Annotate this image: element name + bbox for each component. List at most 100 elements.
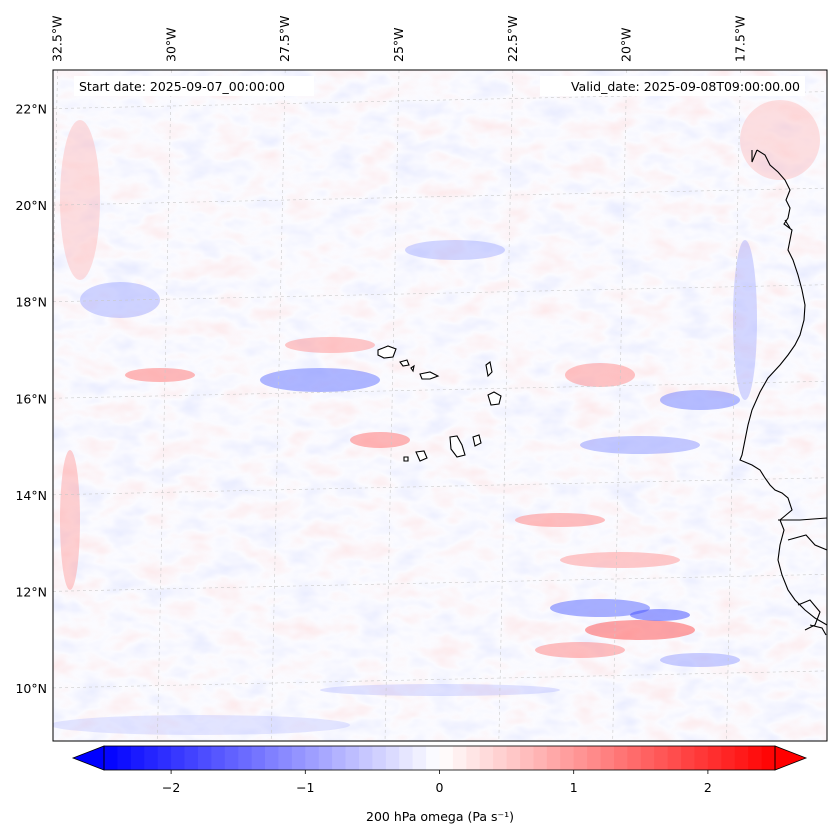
colorbar-tick-label: −1 (296, 780, 314, 795)
map-frame (52, 69, 828, 742)
colorbar-segment (104, 746, 118, 770)
map-plot-area: Start date: 2025-09-07_00:00:00 Valid_da… (53, 70, 827, 741)
start-date-backdrop (74, 76, 314, 96)
colorbar-segment (748, 746, 762, 770)
colorbar-segment (506, 746, 521, 770)
lon-tick-label: 22.5°W (505, 16, 520, 62)
colorbar: −2 −1 0 1 2 200 hPa omega (Pa s⁻¹) (71, 745, 808, 824)
lon-tick-label: 20°W (619, 27, 634, 62)
gridline-lon-3 (384, 70, 400, 741)
valid-date-label: Valid_date: 2025-09-08T09:00:00.00 (571, 79, 800, 94)
gridline-lon-4 (498, 70, 514, 741)
colorbar-segment (318, 746, 333, 770)
colorbar-segment (479, 746, 494, 770)
lon-tick-label: 25°W (391, 27, 406, 62)
island-sao-vicente (399, 359, 410, 367)
lat-tick-label: 14°N (15, 488, 47, 503)
african-coastline (739, 149, 827, 626)
colorbar-segment (426, 746, 440, 770)
colorbar-ticks: −2 −1 0 1 2 (162, 770, 712, 795)
island-sao-nicolau (419, 371, 440, 380)
lon-tick-label: 30°W (163, 27, 178, 62)
colorbar-segment (358, 746, 373, 770)
lat-tick-label: 22°N (15, 102, 47, 117)
colorbar-segment (546, 746, 561, 770)
start-date-label: Start date: 2025-09-07_00:00:00 (79, 79, 285, 94)
colorbar-segment (694, 746, 709, 770)
colorbar-segment (211, 746, 226, 770)
island-santiago (449, 435, 466, 458)
colorbar-segment (734, 746, 749, 770)
island-santo-antao (377, 345, 397, 359)
colorbar-segment (291, 746, 306, 770)
lon-tick-label: 17.5°W (732, 16, 747, 62)
cape-verde-islands (377, 345, 502, 462)
colorbar-segment (627, 746, 642, 770)
lat-tick-label: 18°N (15, 295, 47, 310)
colorbar-segment (613, 746, 628, 770)
colorbar-segment (533, 746, 548, 770)
colorbar-segment (117, 746, 132, 770)
colorbar-segment (681, 746, 695, 770)
colorbar-segment (654, 746, 669, 770)
colorbar-segment (144, 746, 159, 770)
colorbar-segment (493, 746, 507, 770)
colorbar-tick-label: −2 (162, 780, 180, 795)
colorbar-extend-high (774, 745, 808, 771)
colorbar-segment (224, 746, 239, 770)
colorbar-segment (560, 746, 575, 770)
colorbar-segment (452, 746, 467, 770)
colorbar-segment (466, 746, 481, 770)
colorbar-segment (345, 746, 360, 770)
colorbar-segment (573, 746, 588, 770)
gridline-lon-1 (157, 70, 172, 741)
colorbar-segment (587, 746, 601, 770)
island-boa-vista (487, 391, 502, 406)
gridline-lon-2 (270, 70, 286, 741)
lat-tick-label: 20°N (15, 198, 47, 213)
colorbar-segment (157, 746, 172, 770)
gridline-lon-5 (612, 70, 627, 741)
colorbar-segment (184, 746, 199, 770)
coastlines (739, 149, 827, 636)
lon-tick-labels: 32.5°W 30°W 27.5°W 25°W 22.5°W 20°W 17.5°W (50, 16, 748, 62)
island-brava (403, 456, 409, 462)
lon-tick-label: 27.5°W (277, 16, 292, 62)
colorbar-segment (439, 746, 454, 770)
colorbar-segment (600, 746, 615, 770)
island-maio (472, 434, 482, 447)
colorbar-segment (520, 746, 534, 770)
colorbar-segment (265, 746, 279, 770)
colorbar-segment (305, 746, 320, 770)
colorbar-segments (104, 746, 776, 770)
colorbar-segment (130, 746, 145, 770)
colorbar-segment (707, 746, 722, 770)
lat-tick-label: 10°N (15, 681, 47, 696)
colorbar-segment (412, 746, 427, 770)
colorbar-tick-label: 1 (570, 780, 578, 795)
colorbar-segment (251, 746, 266, 770)
island-fogo (415, 450, 428, 462)
map-gridlines (53, 70, 827, 741)
colorbar-label: 200 hPa omega (Pa s⁻¹) (366, 809, 514, 824)
colorbar-segment (278, 746, 293, 770)
lat-tick-labels: 22°N 20°N 18°N 16°N 14°N 12°N 10°N (15, 102, 47, 696)
colorbar-segment (721, 746, 736, 770)
colorbar-tick-label: 0 (436, 780, 444, 795)
colorbar-segment (761, 746, 776, 770)
colorbar-segment (238, 746, 253, 770)
gridline-lon-6 (726, 70, 741, 741)
colorbar-segment (171, 746, 185, 770)
valid-date-backdrop (540, 76, 805, 96)
lon-tick-label: 32.5°W (50, 16, 65, 62)
colorbar-extend-low (71, 745, 105, 771)
colorbar-segment (667, 746, 682, 770)
colorbar-segment (399, 746, 414, 770)
colorbar-segment (640, 746, 655, 770)
colorbar-segment (372, 746, 387, 770)
colorbar-segment (197, 746, 212, 770)
lat-tick-label: 16°N (15, 391, 47, 406)
colorbar-segment (332, 746, 346, 770)
colorbar-tick-label: 2 (704, 780, 712, 795)
